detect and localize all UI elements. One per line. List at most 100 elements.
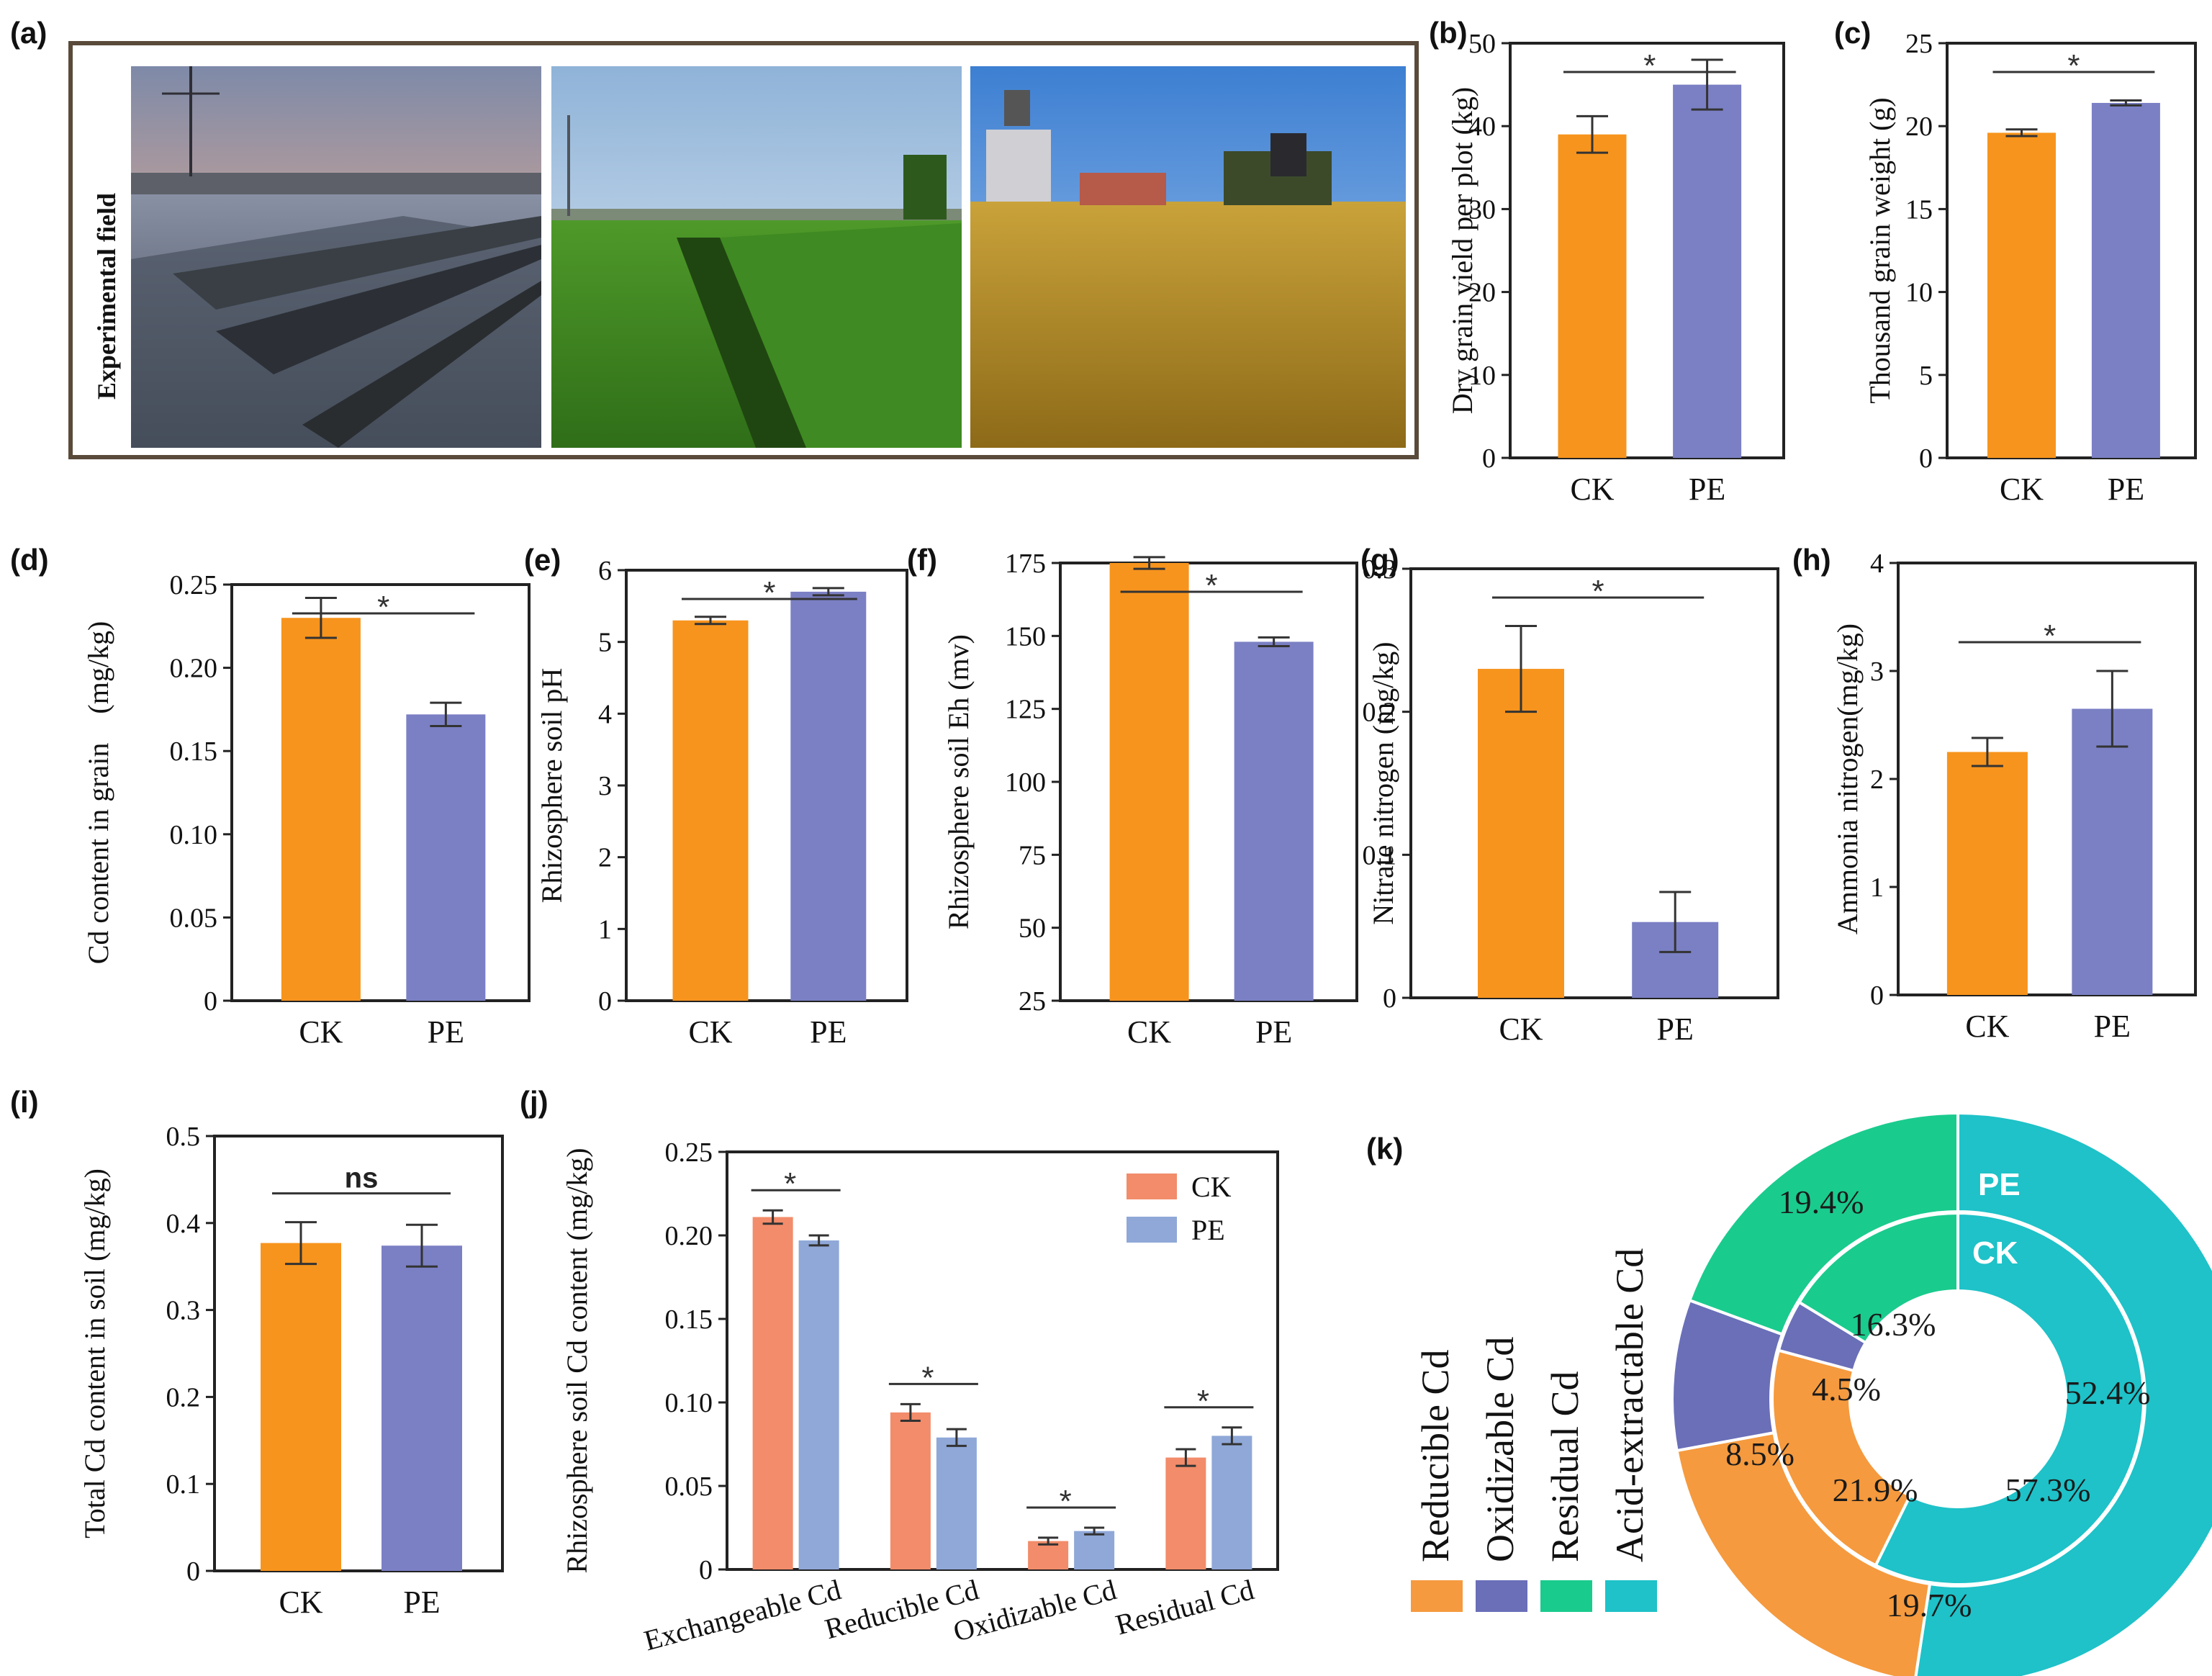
panel-d: (d) 0 0.05 0.10 0.15 0.20 0.25 Cd content in gr… xyxy=(10,543,531,1050)
significance-label: * xyxy=(921,1360,934,1395)
y-tick-label: 20 xyxy=(1905,112,1933,142)
y-tick-label: 0.10 xyxy=(665,1388,713,1418)
bar-pe xyxy=(382,1245,462,1571)
slice-label-ck: 21.9% xyxy=(1833,1472,1918,1508)
photo-golden-field xyxy=(970,66,1406,448)
y-axis-label: Total Cd content in soil (mg/kg) xyxy=(78,1168,111,1538)
y-tick-label: 3 xyxy=(598,771,612,801)
y-tick-label: 0.15 xyxy=(665,1305,713,1335)
significance-label: ns xyxy=(345,1163,379,1194)
panel-k-label: (k) xyxy=(1366,1132,1403,1166)
plot-frame xyxy=(1946,42,2197,459)
x-tick-label: CK xyxy=(1499,1012,1543,1047)
y-tick-label: 0 xyxy=(598,986,612,1017)
legend-label: Residual Cd xyxy=(1543,1371,1586,1563)
legend-swatch-ck xyxy=(1127,1173,1177,1199)
y-tick-label: 100 xyxy=(1005,767,1046,798)
bar-pe xyxy=(798,1240,839,1569)
x-tick-label: CK xyxy=(2000,472,2044,507)
y-tick-label: 10 xyxy=(1905,278,1933,308)
y-axis-label: Rhizosphere soil Eh (mv) xyxy=(942,634,975,929)
panel-a: (a) Experimental field xyxy=(10,16,1419,459)
x-tick-label: CK xyxy=(279,1585,322,1620)
y-tick-label: 0.2 xyxy=(166,1382,201,1413)
slice-label-pe: 19.7% xyxy=(1887,1587,1972,1623)
bar-pe xyxy=(1211,1436,1252,1569)
y-axis-label: Rhizosphere soil pH xyxy=(536,668,568,904)
y-tick-label: 40 xyxy=(1468,112,1496,142)
y-tick-label: 2 xyxy=(598,843,612,873)
y-tick-label: 5 xyxy=(598,628,612,658)
legend-swatch xyxy=(1476,1580,1527,1612)
bar-ck xyxy=(1946,752,2028,995)
legend-swatch xyxy=(1540,1580,1592,1612)
panel-k: (k) Reducible Cd Oxidizable Cd Residual Cd A… xyxy=(1366,1111,2212,1676)
y-tick-label: 0.20 xyxy=(170,654,218,684)
x-tick-label: CK xyxy=(1965,1009,2009,1044)
y-tick-label: 150 xyxy=(1005,621,1046,652)
significance-label: * xyxy=(1197,1384,1209,1419)
legend-label-ck: CK xyxy=(1191,1171,1232,1203)
legend-swatch xyxy=(1605,1580,1657,1612)
y-tick-label: 2 xyxy=(1870,765,1884,795)
y-tick-label: 0 xyxy=(699,1555,713,1585)
y-tick-label: 0 xyxy=(1482,443,1496,474)
x-tick-label: CK xyxy=(299,1014,343,1050)
y-tick-label: 15 xyxy=(1905,194,1933,225)
y-tick-label: 3 xyxy=(1870,657,1884,687)
y-tick-label: 0.2 xyxy=(1363,698,1397,728)
y-axis-label: Nitrate nitrogen (mg/kg) xyxy=(1367,641,1399,924)
bar-pe xyxy=(406,714,486,1001)
x-tick-label: PE xyxy=(810,1014,847,1050)
photo-green-field xyxy=(551,66,962,448)
significance-label: * xyxy=(1060,1484,1072,1519)
y-tick-label: 0 xyxy=(1919,443,1933,474)
plot-frame xyxy=(230,583,531,1002)
panel-g-label: (g) xyxy=(1360,543,1399,577)
y-tick-label: 0.10 xyxy=(170,820,218,850)
x-tick-label: CK xyxy=(1127,1014,1171,1050)
y-tick-label: 0.20 xyxy=(665,1221,713,1251)
y-tick-label: 6 xyxy=(598,556,612,586)
panel-d-label: (d) xyxy=(10,543,49,577)
panel-i-label: (i) xyxy=(10,1085,39,1119)
x-tick-label: CK xyxy=(1570,472,1614,507)
photo-flooded-field xyxy=(131,66,541,448)
panel-j-label: (j) xyxy=(520,1085,549,1119)
y-tick-label: 0.3 xyxy=(166,1296,201,1326)
panel-f-label: (f) xyxy=(907,543,937,577)
slice-label-pe: 52.4% xyxy=(2065,1374,2151,1411)
x-tick-label: PE xyxy=(428,1014,464,1050)
panel-i: (i) 0 0.1 0.2 0.3 0.4 0.5 Total Cd content in s… xyxy=(10,1085,504,1620)
significance-label: * xyxy=(2067,48,2080,84)
ring-label-ck: CK xyxy=(1972,1235,2018,1271)
x-tick-label: PE xyxy=(1689,472,1725,507)
y-tick-label: 0.25 xyxy=(665,1137,713,1168)
plot-frame xyxy=(1409,567,1779,999)
bar-pe xyxy=(1074,1531,1115,1569)
bar-ck xyxy=(1987,132,2056,458)
bar-ck xyxy=(261,1243,341,1571)
y-tick-label: 10 xyxy=(1468,361,1496,391)
bar-ck xyxy=(281,618,361,1001)
donut-slice-ck xyxy=(1874,1211,2145,1586)
x-tick-label: CK xyxy=(688,1014,732,1050)
y-tick-label: 20 xyxy=(1468,278,1496,308)
legend-label: Oxidizable Cd xyxy=(1479,1337,1522,1562)
bar-ck xyxy=(1478,669,1564,998)
ring-label-pe: PE xyxy=(1978,1167,2021,1202)
slice-label-pe: 19.4% xyxy=(1779,1184,1864,1220)
x-tick-label: PE xyxy=(1255,1014,1292,1050)
y-tick-label: 1 xyxy=(598,914,612,945)
x-tick-label: Residual Cd xyxy=(1112,1573,1258,1641)
y-tick-label: 0.5 xyxy=(166,1122,201,1152)
y-tick-label: 0 xyxy=(186,1556,200,1587)
y-tick-label: 0.05 xyxy=(665,1472,713,1502)
bar-ck xyxy=(1165,1457,1206,1569)
y-tick-label: 25 xyxy=(1019,986,1046,1017)
y-tick-label: 125 xyxy=(1005,695,1046,725)
legend-label: Acid-extractable Cd xyxy=(1608,1248,1651,1562)
y-tick-label: 0.1 xyxy=(166,1469,201,1500)
